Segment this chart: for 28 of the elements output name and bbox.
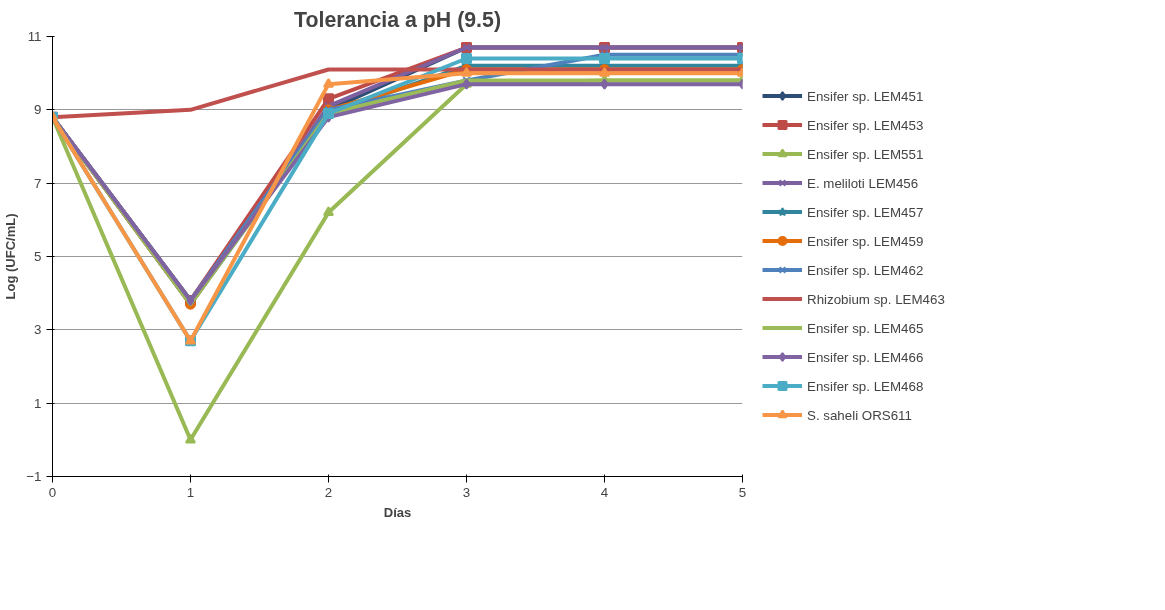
legend-label: Ensifer sp. LEM462 bbox=[807, 262, 924, 277]
x-tick-label: 1 bbox=[186, 484, 195, 500]
legend-label: E. meliloti LEM456 bbox=[807, 175, 919, 190]
legend-label: Ensifer sp. LEM451 bbox=[807, 88, 924, 103]
x-tick-label: 4 bbox=[600, 484, 609, 500]
legend-label: Ensifer sp. LEM459 bbox=[807, 233, 924, 248]
chart-title: Tolerancia a pH (9.5) bbox=[293, 7, 502, 32]
x-tick-label: 3 bbox=[462, 484, 471, 500]
y-axis-title: Log (UFC/mL) bbox=[3, 213, 19, 300]
x-tick-label: 5 bbox=[738, 484, 747, 500]
legend-label: Ensifer sp. LEM551 bbox=[807, 146, 924, 161]
x-tick-label: 2 bbox=[324, 484, 333, 500]
legend-label: Ensifer sp. LEM465 bbox=[807, 320, 924, 335]
y-tick-label: 3 bbox=[34, 322, 42, 338]
y-tick-label: −1 bbox=[26, 469, 42, 484]
y-tick-label: 9 bbox=[34, 102, 42, 118]
y-tick-label: 1 bbox=[34, 395, 42, 411]
y-tick-label: 7 bbox=[34, 175, 42, 191]
legend-label: S. saheli ORS611 bbox=[807, 407, 912, 422]
x-axis-title: Días bbox=[383, 504, 412, 520]
legend-label: Ensifer sp. LEM466 bbox=[807, 349, 924, 364]
y-tick-label: 11 bbox=[27, 29, 42, 44]
legend-label: Ensifer sp. LEM453 bbox=[807, 117, 924, 132]
x-tick-label: 0 bbox=[48, 484, 57, 500]
legend-label: Ensifer sp. LEM457 bbox=[807, 204, 924, 219]
y-tick-label: 5 bbox=[34, 249, 42, 264]
legend-label: Rhizobium sp. LEM463 bbox=[807, 291, 945, 306]
legend-label: Ensifer sp. LEM468 bbox=[807, 378, 924, 393]
